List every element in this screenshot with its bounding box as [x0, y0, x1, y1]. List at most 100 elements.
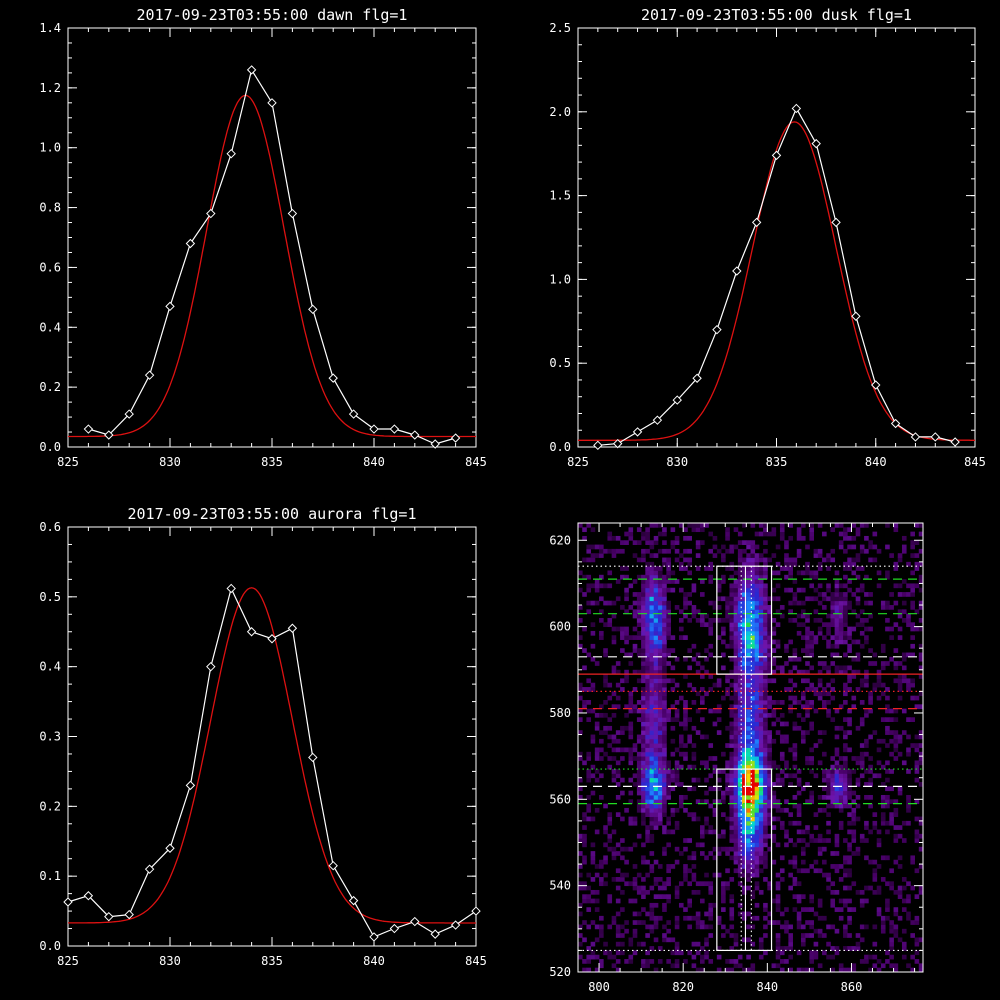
- heatmap-cell: [843, 747, 848, 753]
- heatmap-cell: [792, 894, 798, 900]
- heatmap-cell: [914, 695, 920, 701]
- heatmap-cell: [666, 842, 671, 848]
- heatmap-cell: [834, 617, 840, 623]
- heatmap-cell: [893, 738, 899, 744]
- heatmap-cell: [809, 799, 815, 805]
- heatmap-cell: [628, 704, 634, 710]
- heatmap-cell: [662, 617, 667, 623]
- heatmap-cell: [838, 540, 844, 545]
- heatmap-cell: [678, 721, 684, 727]
- heatmap-cell: [662, 807, 667, 813]
- heatmap-cell: [750, 915, 756, 921]
- heatmap-cell: [653, 820, 659, 826]
- heatmap-cell: [847, 967, 852, 973]
- heatmap-cell: [918, 523, 924, 528]
- heatmap-cell: [910, 605, 915, 610]
- heatmap-cell: [918, 846, 924, 852]
- heatmap-cell: [906, 881, 911, 887]
- heatmap-cell: [826, 557, 831, 563]
- heatmap-cell: [830, 600, 836, 606]
- heatmap-cell: [893, 967, 899, 973]
- heatmap-cell: [830, 605, 836, 610]
- heatmap-cell: [586, 678, 592, 684]
- heatmap-cell: [758, 756, 764, 761]
- heatmap-cell: [641, 721, 646, 727]
- heatmap-cell: [893, 734, 899, 740]
- heatmap-cell: [822, 915, 827, 921]
- heatmap-cell: [914, 777, 920, 783]
- heatmap-cell: [775, 700, 781, 705]
- heatmap-cell: [817, 682, 823, 688]
- heatmap-cell: [893, 583, 899, 589]
- heatmap-cell: [767, 790, 772, 796]
- heatmap-cell: [620, 574, 625, 580]
- heatmap-cell: [767, 751, 772, 757]
- heatmap-cell: [746, 825, 751, 830]
- heatmap-cell: [649, 751, 655, 757]
- heatmap-cell: [657, 864, 663, 869]
- heatmap-cell: [742, 587, 747, 593]
- heatmap-cell: [813, 812, 819, 817]
- heatmap-cell: [742, 557, 747, 563]
- heatmap-cell: [851, 639, 857, 645]
- heatmap-cell: [784, 959, 789, 964]
- data-point: [890, 418, 901, 429]
- heatmap-cell: [721, 924, 726, 930]
- heatmap-cell: [750, 803, 756, 809]
- heatmap-cell: [590, 622, 596, 628]
- heatmap-cell: [838, 544, 844, 550]
- heatmap-cell: [805, 643, 810, 649]
- heatmap-cell: [838, 704, 844, 710]
- heatmap-cell: [830, 596, 836, 602]
- heatmap-cell: [674, 773, 680, 779]
- heatmap-cell: [868, 769, 873, 774]
- heatmap-cell: [737, 734, 743, 740]
- heatmap-cell: [662, 794, 667, 800]
- heatmap-cell: [876, 773, 882, 779]
- heatmap-cell: [809, 954, 815, 960]
- heatmap-cell: [641, 747, 646, 753]
- heatmap-cell: [729, 782, 735, 787]
- panel-title: 2017-09-23T03:55:00 aurora flg=1: [128, 505, 417, 523]
- heatmap-cell: [754, 570, 760, 576]
- heatmap-cell: [586, 885, 592, 891]
- heatmap-cell: [817, 898, 823, 904]
- heatmap-cell: [901, 579, 907, 584]
- heatmap-cell: [578, 885, 583, 891]
- heatmap-cell: [763, 877, 768, 882]
- heatmap-cell: [826, 829, 831, 835]
- heatmap-cell: [847, 635, 852, 640]
- heatmap-cell: [758, 648, 764, 653]
- heatmap-cell: [800, 695, 806, 701]
- heatmap-cell: [754, 872, 760, 878]
- heatmap-cell: [742, 665, 747, 671]
- heatmap-cell: [855, 553, 861, 558]
- heatmap-cell: [590, 656, 596, 662]
- heatmap-cell: [758, 566, 764, 571]
- heatmap-cell: [670, 864, 676, 869]
- heatmap-cell: [641, 648, 646, 653]
- heatmap-cell: [788, 566, 793, 571]
- heatmap-cell: [868, 592, 873, 597]
- heatmap-cell: [636, 717, 642, 722]
- heatmap-cell: [885, 574, 890, 580]
- heatmap-cell: [746, 799, 751, 805]
- heatmap-cell: [788, 704, 793, 710]
- heatmap-cell: [704, 734, 709, 740]
- heatmap-cell: [708, 933, 714, 938]
- heatmap-cell: [645, 829, 650, 835]
- heatmap-cell: [712, 600, 718, 606]
- heatmap-cell: [843, 687, 848, 692]
- heatmap-cell: [906, 807, 911, 813]
- heatmap-cell: [843, 730, 848, 735]
- heatmap-cell: [683, 725, 688, 731]
- heatmap-cell: [822, 950, 827, 956]
- heatmap-cell: [868, 803, 873, 809]
- heatmap-cell: [729, 639, 735, 645]
- heatmap-cell: [847, 794, 852, 800]
- heatmap-cell: [636, 803, 642, 809]
- heatmap-cell: [599, 877, 604, 882]
- heatmap-cell: [733, 648, 739, 653]
- heatmap-cell: [800, 734, 806, 740]
- heatmap-cell: [796, 587, 802, 593]
